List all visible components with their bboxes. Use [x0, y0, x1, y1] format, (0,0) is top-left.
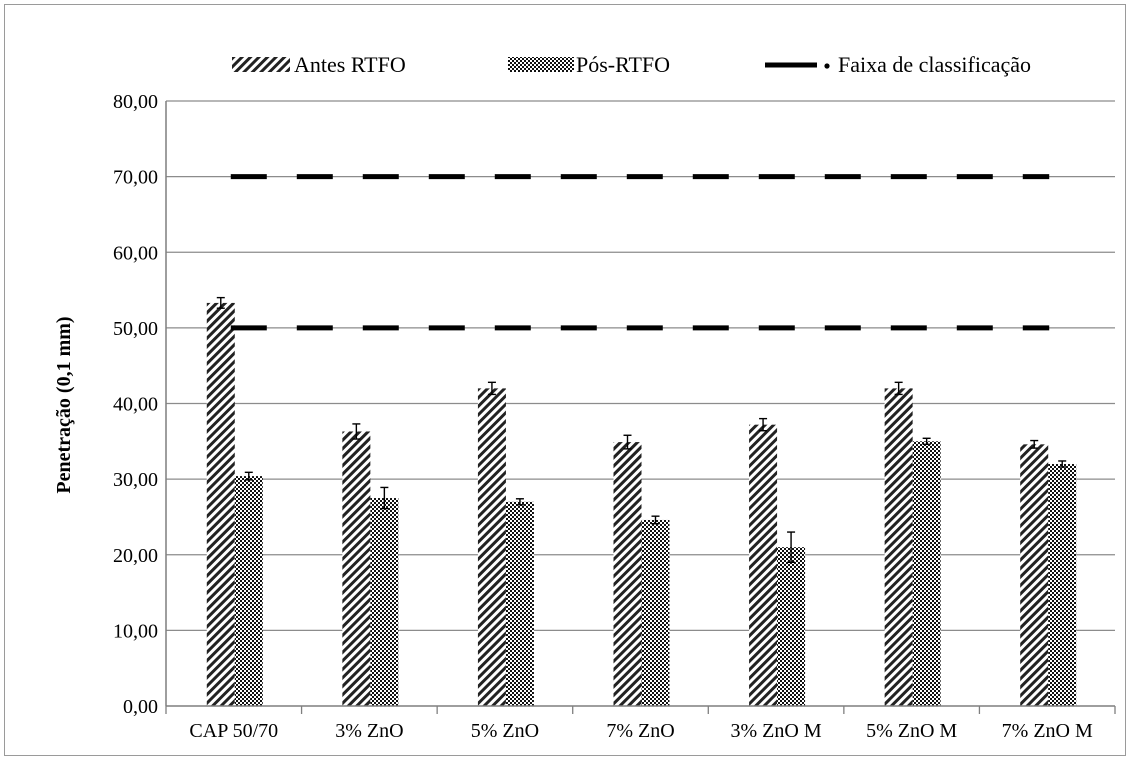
bar [206, 302, 235, 706]
bar [912, 441, 941, 706]
axes [165, 101, 1116, 714]
error-bar [1030, 439, 1039, 449]
legend-label-pos: Pós-RTFO [576, 52, 670, 77]
x-tick-label: 3% ZnO [335, 720, 403, 742]
bar [777, 547, 806, 706]
error-bar [1058, 460, 1067, 468]
x-tick-label: CAP 50/70 [189, 720, 278, 742]
error-bar [894, 381, 903, 396]
y-tick-label: 70,00 [113, 167, 158, 189]
error-bars [216, 296, 1067, 564]
error-bar [380, 486, 389, 510]
y-tick-label: 0,00 [123, 696, 158, 718]
bar [641, 519, 670, 706]
y-tick-label: 80,00 [113, 91, 158, 113]
y-tick-label: 30,00 [113, 469, 158, 491]
legend-label-faixa: Faixa de classificação [838, 52, 1031, 77]
x-tick-label: 7% ZnO M [1002, 720, 1093, 742]
y-tick-labels: 0,00 10,00 20,00 30,00 40,00 50,00 60,00 70,00 8… [113, 91, 158, 718]
bar [342, 431, 371, 706]
y-tick-label: 20,00 [113, 545, 158, 567]
legend-swatch-antes [232, 57, 290, 72]
y-tick-label: 60,00 [113, 242, 158, 264]
error-bar [515, 498, 524, 506]
bar [613, 442, 642, 706]
y-tick-label: 50,00 [113, 318, 158, 340]
x-tick-label: 3% ZnO M [731, 720, 822, 742]
bar [477, 388, 506, 706]
legend: Antes RTFO Pós-RTFO Faixa de classificaç… [232, 52, 1031, 77]
error-bar [922, 437, 931, 446]
error-bar [623, 434, 632, 450]
error-bar [216, 296, 225, 309]
bars [206, 302, 1077, 706]
bar [749, 424, 778, 706]
x-tick-label: 5% ZnO [471, 720, 539, 742]
bar [370, 498, 399, 706]
reference-lines [230, 174, 1050, 331]
error-bar [651, 515, 660, 525]
bar [505, 501, 534, 706]
legend-swatch-pos [508, 57, 574, 72]
y-tick-label: 40,00 [113, 394, 158, 416]
error-bar [487, 381, 496, 396]
bar [884, 388, 913, 706]
bar [234, 476, 263, 706]
error-bar [244, 471, 253, 481]
error-bar [759, 417, 768, 432]
bar [1048, 464, 1077, 706]
bar [1020, 444, 1049, 706]
x-tick-label: 7% ZnO [606, 720, 674, 742]
legend-label-antes: Antes RTFO [294, 52, 406, 77]
y-tick-label: 10,00 [113, 620, 158, 642]
error-bar [787, 531, 796, 564]
x-tick-label: 5% ZnO M [866, 720, 957, 742]
error-bar [352, 423, 361, 440]
x-tick-labels: CAP 50/70 3% ZnO 5% ZnO 7% ZnO 3% ZnO M 5% Zn… [189, 720, 1093, 742]
y-axis-title: Penetração (0,1 mm) [53, 316, 75, 493]
legend-dot-faixa [824, 63, 830, 69]
